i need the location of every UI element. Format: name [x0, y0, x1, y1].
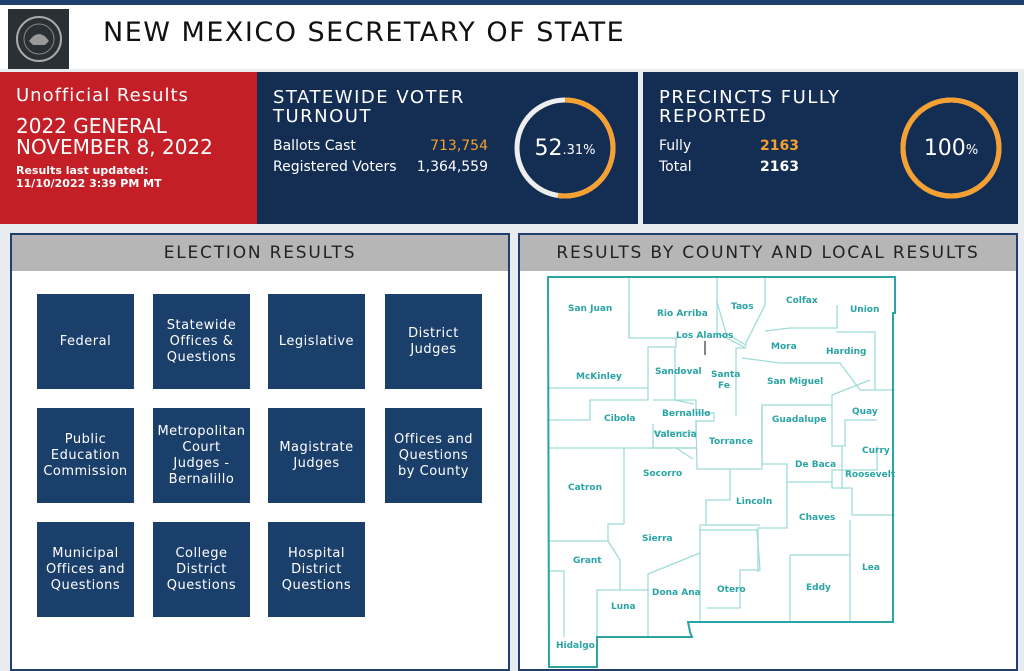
- fully-value: 2163: [760, 138, 799, 154]
- county-label[interactable]: Hidalgo: [556, 641, 595, 651]
- county-label[interactable]: Socorro: [643, 469, 683, 479]
- county-label[interactable]: Sierra: [642, 534, 673, 544]
- county-label[interactable]: Curry: [862, 446, 890, 456]
- turnout-percent-decimal: .31%: [562, 142, 596, 158]
- precincts-panel: PRECINCTS FULLY REPORTED Fully 2163 Total…: [643, 72, 1018, 224]
- turnout-title-2: TURNOUT: [273, 106, 372, 127]
- election-category-button[interactable]: Public Education Commission: [37, 408, 134, 503]
- county-label[interactable]: Quay: [852, 407, 878, 417]
- election-name: 2022 GENERAL: [16, 114, 167, 138]
- county-label[interactable]: San Miguel: [767, 377, 824, 387]
- election-date: NOVEMBER 8, 2022: [16, 135, 213, 159]
- updated-value: 11/10/2022 3:39 PM MT: [16, 177, 162, 190]
- county-label[interactable]: Mora: [771, 342, 797, 352]
- state-seal-logo[interactable]: [8, 9, 69, 69]
- county-label[interactable]: Bernalillo: [662, 409, 711, 419]
- election-results-card: ELECTION RESULTS Federal Statewide Office…: [10, 233, 510, 671]
- county-label[interactable]: Harding: [826, 347, 867, 357]
- top-bar: [0, 0, 1024, 5]
- county-label[interactable]: McKinley: [576, 372, 622, 382]
- election-category-button[interactable]: Statewide Offices & Questions: [153, 294, 250, 389]
- turnout-title-1: STATEWIDE VOTER: [273, 87, 465, 108]
- county-results-card: RESULTS BY COUNTY AND LOCAL RESULTS: [518, 233, 1018, 671]
- county-label[interactable]: Santa Fe: [711, 370, 741, 391]
- election-category-button[interactable]: Municipal Offices and Questions: [37, 522, 134, 617]
- county-label[interactable]: Sandoval: [655, 367, 702, 377]
- county-label[interactable]: Chaves: [799, 513, 836, 523]
- precincts-title-2: REPORTED: [659, 106, 768, 127]
- county-label[interactable]: Lea: [862, 563, 880, 573]
- election-category-button[interactable]: Hospital District Questions: [268, 522, 365, 617]
- county-label[interactable]: Los Alamos: [676, 331, 734, 341]
- election-category-button[interactable]: College District Questions: [153, 522, 250, 617]
- county-label[interactable]: Otero: [717, 585, 746, 595]
- county-label[interactable]: Union: [850, 305, 880, 315]
- election-category-button[interactable]: Magistrate Judges: [268, 408, 365, 503]
- county-label[interactable]: Torrance: [709, 437, 753, 447]
- county-label[interactable]: Rio Arriba: [657, 309, 708, 319]
- county-label[interactable]: Taos: [731, 302, 754, 312]
- election-category-button[interactable]: Federal: [37, 294, 134, 389]
- county-label[interactable]: Catron: [568, 483, 603, 493]
- county-label[interactable]: Roosevelt: [845, 470, 896, 480]
- page-title: NEW MEXICO SECRETARY OF STATE: [103, 17, 626, 48]
- registered-value: 1,364,559: [416, 159, 488, 175]
- unofficial-label: Unofficial Results: [16, 85, 189, 106]
- precincts-percent-main: 100: [923, 135, 966, 161]
- precincts-gauge: 100%: [899, 96, 1003, 200]
- county-label[interactable]: Lincoln: [736, 497, 773, 507]
- precincts-percent-unit: %: [965, 142, 979, 158]
- turnout-percent-main: 52: [534, 135, 563, 161]
- turnout-panel: STATEWIDE VOTER TURNOUT Ballots Cast 713,…: [257, 72, 638, 224]
- county-label[interactable]: Colfax: [786, 296, 818, 306]
- county-label[interactable]: De Baca: [795, 460, 837, 470]
- precincts-title-1: PRECINCTS FULLY: [659, 87, 841, 108]
- county-label[interactable]: Luna: [611, 602, 636, 612]
- registered-label: Registered Voters: [273, 159, 397, 175]
- county-label[interactable]: Eddy: [806, 583, 831, 593]
- gauge-fill: [514, 97, 616, 199]
- election-category-button[interactable]: District Judges: [385, 294, 482, 389]
- county-label[interactable]: Grant: [573, 556, 602, 566]
- gauge-fill: [900, 97, 1002, 199]
- county-results-title: RESULTS BY COUNTY AND LOCAL RESULTS: [520, 235, 1016, 271]
- fully-label: Fully: [659, 138, 692, 154]
- county-label[interactable]: Dona Ana: [652, 588, 701, 598]
- total-value: 2163: [760, 159, 799, 175]
- county-label[interactable]: Cibola: [604, 414, 636, 424]
- election-category-button[interactable]: Metropolitan Court Judges - Bernalillo: [153, 408, 250, 503]
- turnout-gauge: 52.31%: [513, 96, 617, 200]
- county-label[interactable]: Valencia: [654, 430, 697, 440]
- election-category-button[interactable]: Legislative: [268, 294, 365, 389]
- results-status-panel: Unofficial Results 2022 GENERAL NOVEMBER…: [0, 72, 257, 224]
- ballots-value: 713,754: [430, 138, 488, 154]
- election-results-title: ELECTION RESULTS: [12, 235, 508, 271]
- county-label[interactable]: San Juan: [568, 304, 613, 314]
- total-label: Total: [659, 159, 692, 175]
- ballots-label: Ballots Cast: [273, 138, 356, 154]
- header: NEW MEXICO SECRETARY OF STATE: [0, 5, 1024, 69]
- updated-label: Results last updated:: [16, 164, 149, 177]
- county-label[interactable]: Guadalupe: [772, 415, 827, 425]
- election-category-button[interactable]: Offices and Questions by County: [385, 408, 482, 503]
